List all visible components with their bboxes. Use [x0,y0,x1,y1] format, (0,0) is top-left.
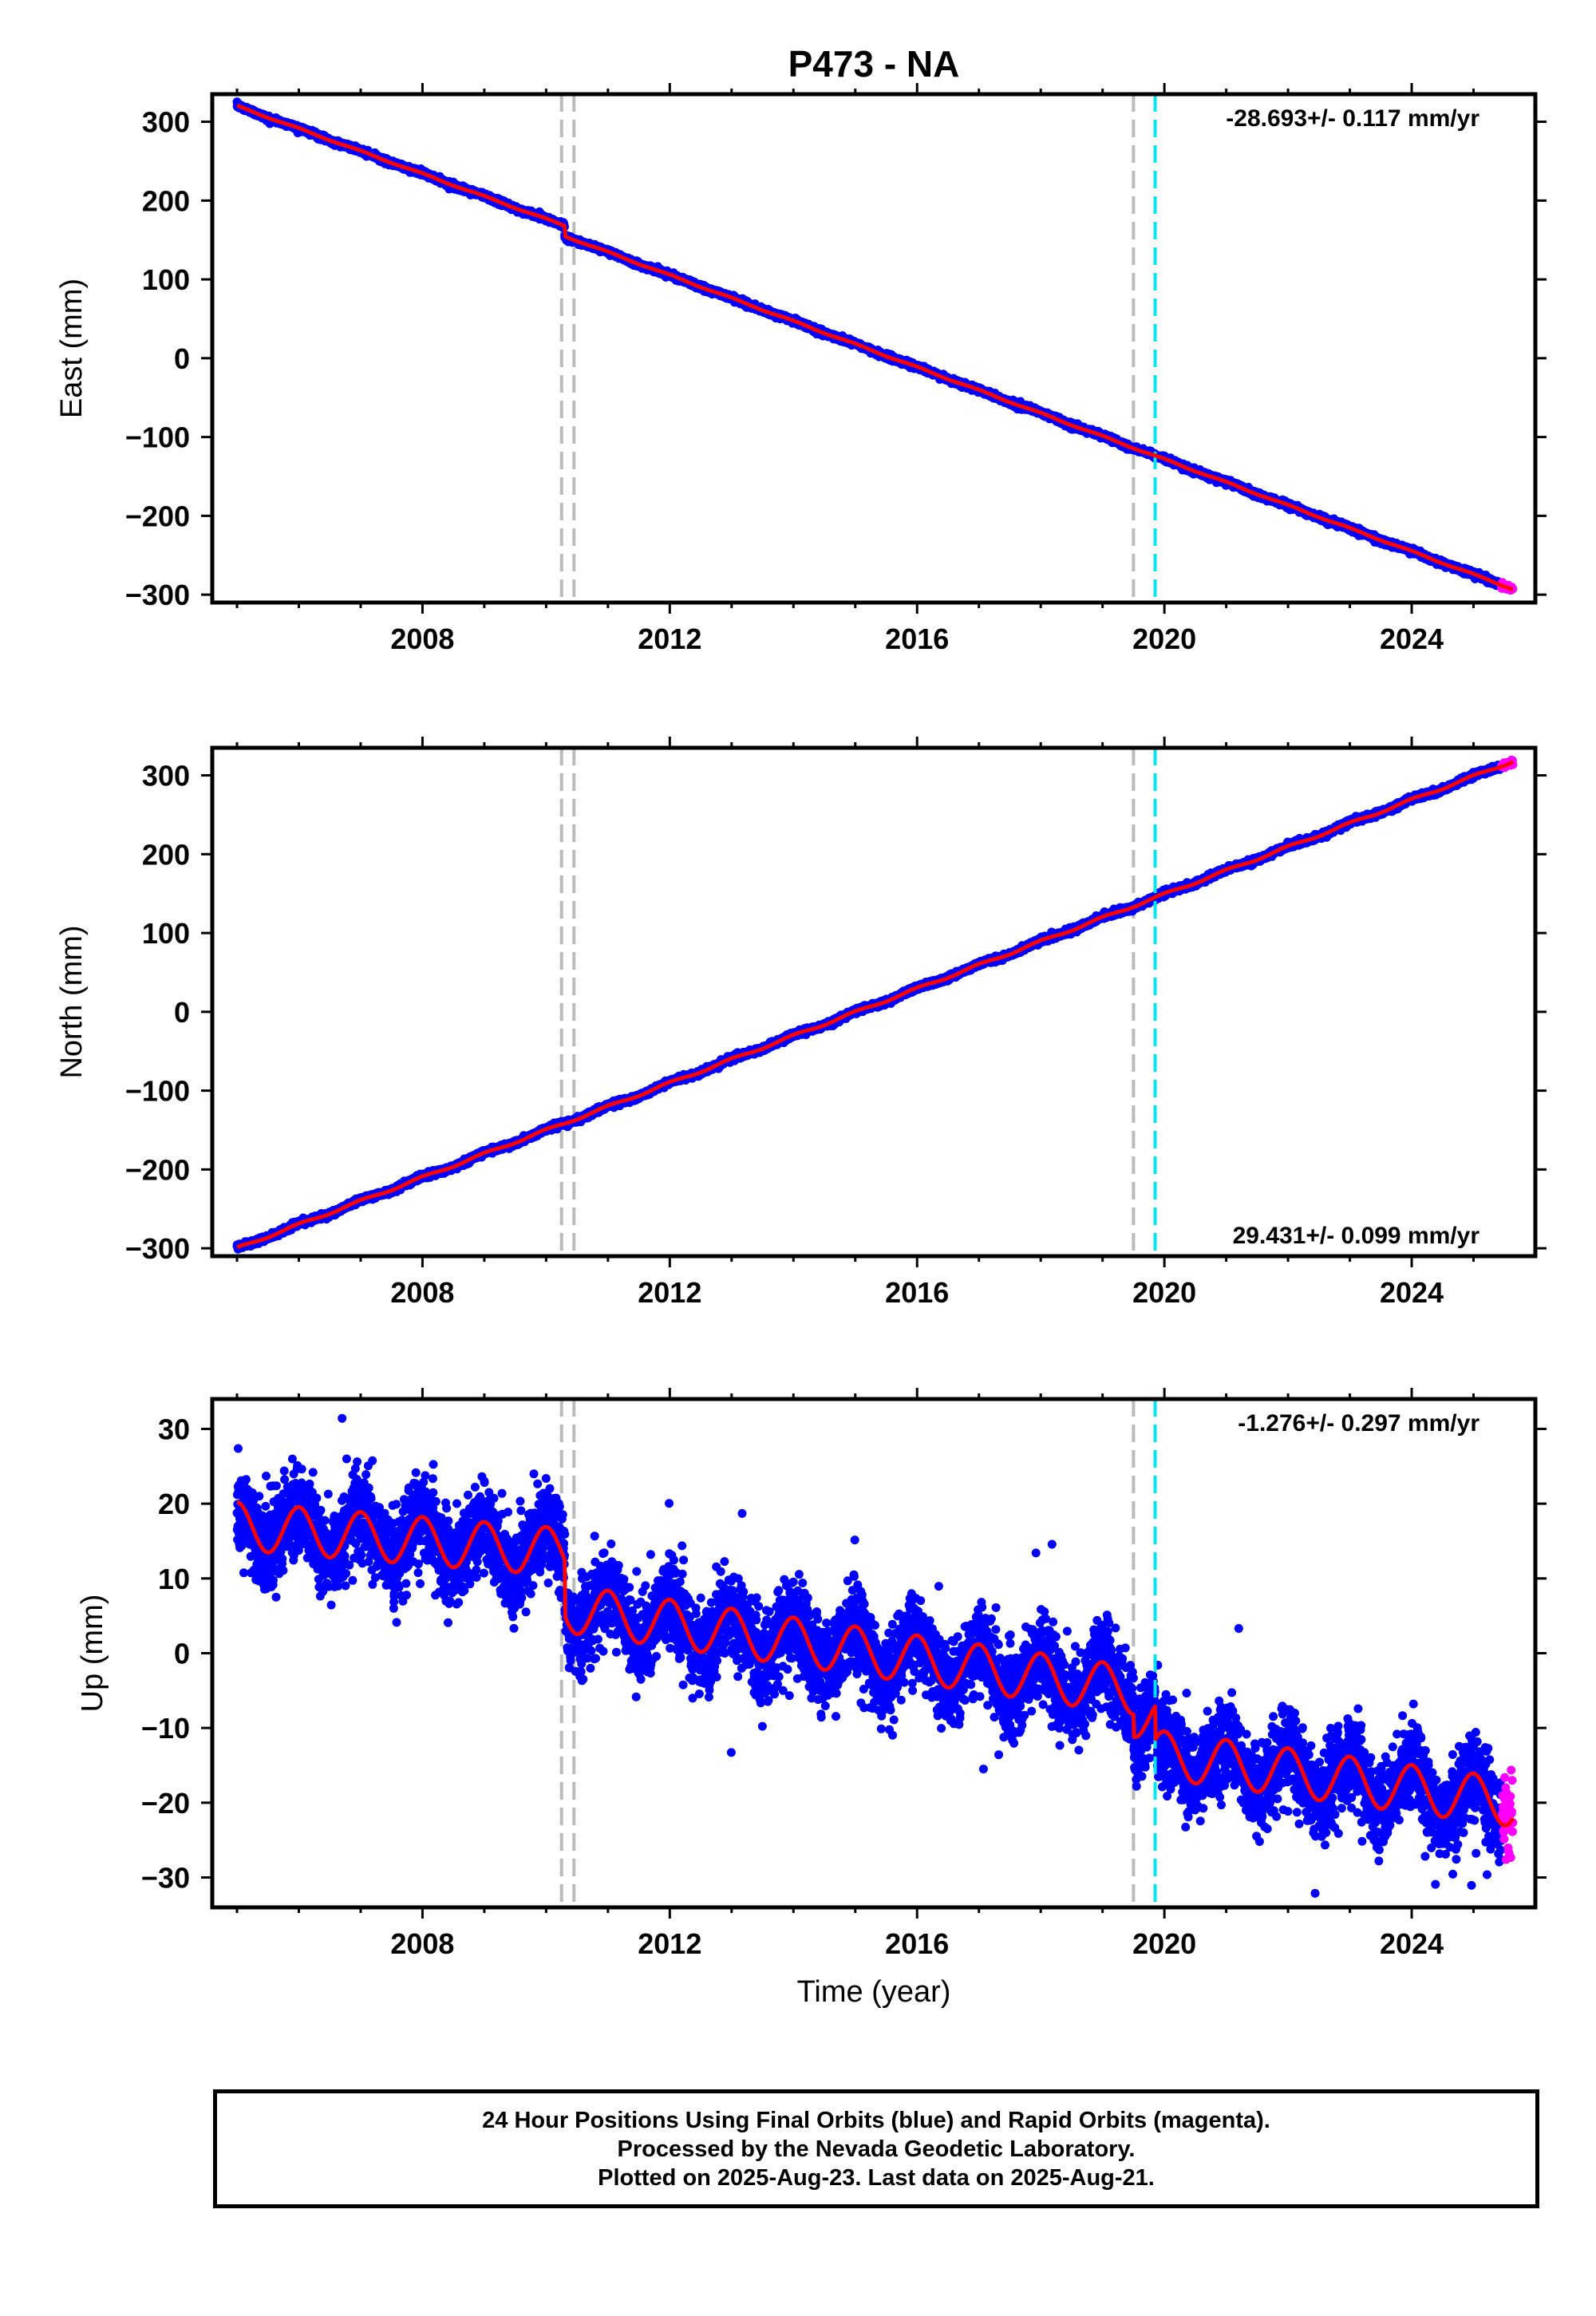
rapid-orbit-points [1496,1765,1518,1864]
y-axis-label: East (mm) [55,279,89,418]
x-tick-label: 2016 [885,1927,949,1960]
plot-frame [210,92,1538,605]
y-tick-label: −300 [125,579,190,611]
y-tick-label: −200 [125,1153,190,1186]
x-tick-label: 2012 [638,1276,701,1309]
final-orbit-points [638,1499,784,1757]
y-tick-label: 0 [174,996,190,1029]
model-fit-line [235,760,1515,1249]
y-axis-label: Up (mm) [76,1595,109,1713]
x-tick-label: 2024 [1380,622,1444,655]
final-orbit-points [1316,1699,1460,1889]
x-tick-label: 2012 [638,622,701,655]
final-orbit-points [1045,1539,1190,1804]
final-orbit-points [368,1456,512,1627]
y-tick-label: −200 [125,500,190,532]
final-orbit-points [232,1413,377,1610]
y-tick-label: 0 [174,342,190,375]
plot-area-north [232,748,1518,1256]
rate-label: 29.431+/- 0.099 mm/yr [1233,1223,1480,1249]
y-axis-label: North (mm) [55,925,89,1078]
y-tick-label: −20 [141,1787,190,1820]
panel-up: 2008 2012 2016 2020 2024 30 20 10 0 −10 −20 −30 Up (… [76,1388,1547,2009]
x-tick-label: 2012 [638,1927,701,1960]
y-tick-label: −100 [125,1075,190,1108]
panel-east: 2008 2012 2016 2020 2024 300 200 100 0 −100 −200 −3… [55,83,1547,655]
x-tick-label: 2020 [1132,1276,1196,1309]
y-tick-label: 300 [142,760,190,792]
y-tick-label: 20 [158,1488,190,1520]
rate-label: -1.276+/- 0.297 mm/yr [1238,1410,1479,1437]
y-tick-label: 30 [158,1413,190,1445]
x-tick-label: 2008 [390,1276,454,1309]
panel-north: 2008 2012 2016 2020 2024 300 200 100 0 −100 −200 −3… [55,737,1547,1309]
footer-line-2: Processed by the Nevada Geodetic Laborat… [617,2136,1136,2162]
figure-title: P473 - NA [788,43,960,85]
model-fit-line [235,103,1515,592]
plot-area-up [232,1399,1518,1907]
y-tick-label: −30 [141,1862,190,1895]
final-orbit-points [1451,1728,1506,1890]
plot-frame [210,745,1538,1259]
x-tick-label: 2024 [1380,1276,1444,1309]
y-tick-label: −300 [125,1232,190,1265]
x-tick-label: 2016 [885,1276,949,1309]
x-tick-label: 2024 [1380,1927,1444,1960]
y-tick-label: 300 [142,106,190,139]
y-tick-label: 0 [174,1638,190,1670]
y-tick-label: 100 [142,917,190,950]
plot-area-east [232,94,1518,603]
y-tick-label: 200 [142,184,190,217]
model-fit-line [235,1500,1515,1828]
y-tick-label: −100 [125,421,190,454]
x-tick-label: 2020 [1132,1927,1196,1960]
final-orbit-points [503,1469,648,1701]
x-tick-label: 2008 [390,622,454,655]
x-tick-label: 2016 [885,622,949,655]
y-tick-label: 10 [158,1563,190,1595]
x-axis-label: Time (year) [797,1975,951,2009]
y-tick-label: 100 [142,263,190,296]
footer-line-1: 24 Hour Positions Using Final Orbits (bl… [482,2107,1270,2133]
footer-box: 24 Hour Positions Using Final Orbits (bl… [213,2089,1539,2208]
rate-label: -28.693+/- 0.117 mm/yr [1226,105,1479,132]
y-tick-label: 200 [142,838,190,871]
y-tick-label: −10 [141,1712,190,1745]
footer-line-3: Plotted on 2025-Aug-23. Last data on 202… [598,2164,1155,2191]
x-tick-label: 2020 [1132,622,1196,655]
panels: 2008 2012 2016 2020 20243002001000−100−200−3… [55,83,1547,2009]
x-tick-label: 2008 [390,1927,454,1960]
